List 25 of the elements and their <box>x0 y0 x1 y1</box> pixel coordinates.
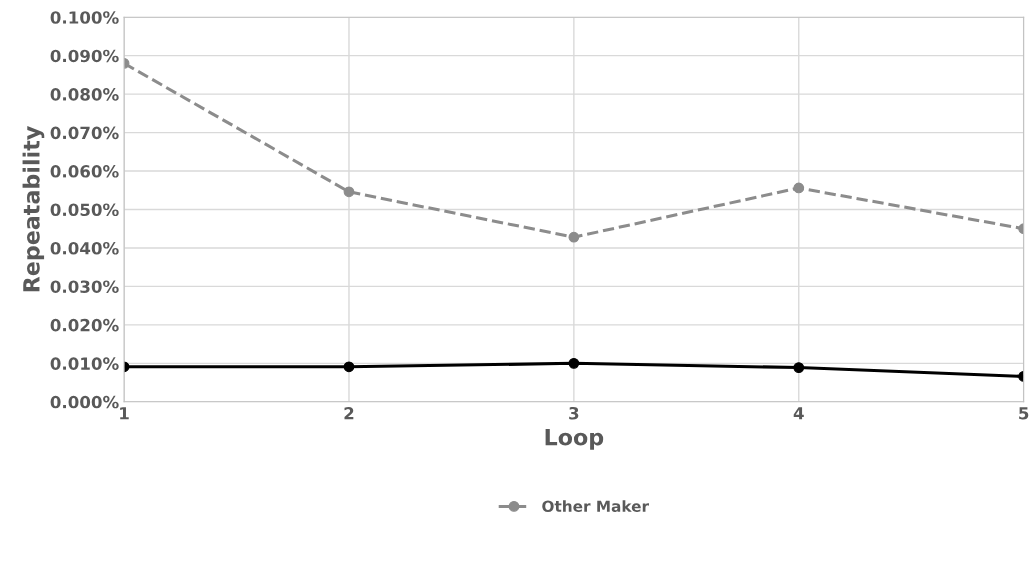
y-tick-label: 0.100% <box>50 11 119 24</box>
point <box>793 362 805 373</box>
x-tick-label: 3 <box>569 406 579 420</box>
y-tick-label: 0.060% <box>50 165 119 178</box>
point <box>343 186 355 198</box>
point <box>568 357 580 369</box>
y-tick-label: 0.080% <box>50 88 119 101</box>
y-tick-label: 0.050% <box>50 203 119 217</box>
x-tick-label: 4 <box>793 407 804 420</box>
y-tick-label: 0.090% <box>50 49 119 63</box>
point <box>793 182 805 194</box>
legend-label: Other Maker <box>542 500 649 512</box>
y-tick-label: 0.010% <box>50 357 119 370</box>
point <box>343 361 355 373</box>
y-tick-label: 0.020% <box>50 318 119 332</box>
x-axis-title: Loop <box>545 429 604 450</box>
x-tick-label: 2 <box>344 406 354 420</box>
x-tick-label: 1 <box>120 407 129 420</box>
y-tick-label: 0.000% <box>50 395 119 409</box>
y-tick-label: 0.030% <box>50 280 119 293</box>
y-axis-title: Repeatability <box>22 126 45 292</box>
point <box>568 231 580 243</box>
y-tick-label: 0.040% <box>50 241 119 255</box>
y-tick-label: 0.070% <box>50 126 119 140</box>
x-tick-label: 5 <box>1019 407 1029 420</box>
